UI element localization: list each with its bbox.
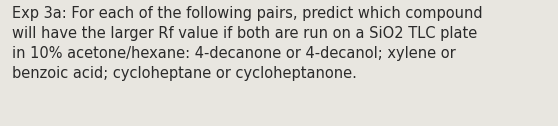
Text: Exp 3a: For each of the following pairs, predict which compound
will have the la: Exp 3a: For each of the following pairs,… — [12, 6, 483, 81]
